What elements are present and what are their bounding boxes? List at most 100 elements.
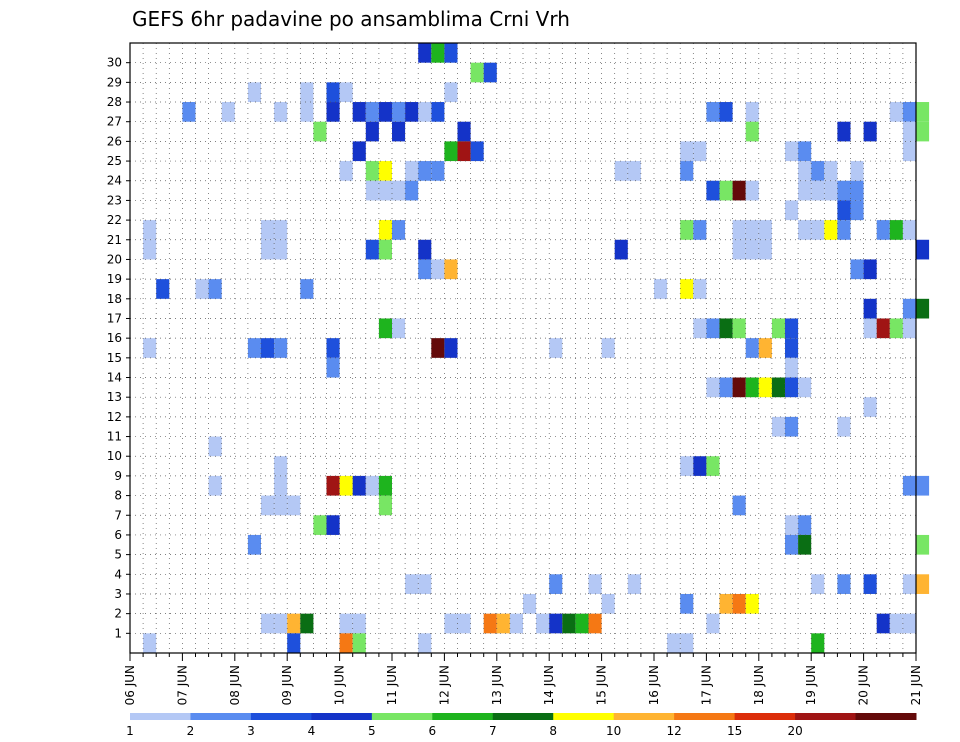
precip-cell [274,239,288,260]
precip-cell [457,121,471,142]
precip-cell [300,82,314,103]
precip-cell [902,298,916,319]
precip-cell [549,574,563,594]
y-tick-label: 28 [107,95,122,109]
precip-cell [837,416,851,437]
x-tick-label: 10 JUN [333,665,347,705]
precip-cell [352,475,366,496]
precip-cell [326,357,340,378]
y-tick-label: 22 [107,213,122,227]
colorbar-label: 7 [489,724,497,738]
precip-cell [365,239,379,260]
precip-cell [798,534,812,555]
precip-cell [418,161,432,181]
precip-cell [719,318,733,339]
precip-cells [143,43,930,653]
colorbar-label: 15 [727,724,742,738]
precip-cell [785,141,799,162]
precip-cell [431,43,445,63]
x-axis-ticks: 06 JUN 07 JUN 08 JUN 09 JUN 10 JUN 11 JUN 12 J… [123,653,923,705]
precip-cell [706,318,720,339]
y-tick-label: 29 [107,75,122,89]
precip-cell [785,318,799,339]
precip-cell [745,180,759,201]
colorbar-segment [190,713,252,720]
precip-cell [732,377,746,398]
precip-cell [771,377,785,398]
precip-cell [261,220,275,240]
precip-cell [811,633,825,653]
precip-cell [850,161,864,181]
precip-cell [706,180,720,201]
precip-cell [418,633,432,653]
precip-cell [902,318,916,339]
precip-cell [523,593,537,614]
colorbar-segment [855,713,917,720]
y-tick-label: 3 [114,587,122,601]
precip-cell [588,613,602,634]
precip-cell [274,613,288,634]
colorbar-label: 5 [368,724,376,738]
precip-cell [405,180,419,201]
precip-cell [719,180,733,201]
precip-cell [876,318,890,339]
precip-cell [785,377,799,398]
precip-cell [745,220,759,240]
colorbar-segment [432,713,494,720]
precip-cell [326,102,340,122]
precip-cell [549,613,563,634]
precip-cell [444,338,458,358]
colorbar-label: 3 [247,724,255,738]
precip-cell [745,338,759,358]
precip-cell [732,593,746,614]
y-tick-label: 17 [107,311,122,325]
colorbar-segment [371,713,433,720]
x-tick-label: 13 JUN [490,665,504,705]
colorbar-label: 2 [187,724,195,738]
x-tick-label: 09 JUN [280,665,294,705]
precip-cell [143,338,157,358]
precip-cell [496,613,510,634]
precip-cell [444,141,458,162]
precip-cell [247,534,261,555]
precip-cell [889,220,903,240]
x-tick-label: 20 JUN [857,665,871,705]
colorbar-segment [553,713,615,720]
precip-cell [824,220,838,240]
precip-cell [719,377,733,398]
precip-cell [614,161,628,181]
precip-cell [575,613,589,634]
precip-cell [706,613,720,634]
x-tick-label: 12 JUN [437,665,451,705]
precip-cell [418,43,432,63]
precip-cell [392,180,406,201]
precip-cell [902,141,916,162]
precip-cell [758,377,772,398]
precip-cell [916,121,930,142]
precip-cell [706,377,720,398]
precip-cell [902,613,916,634]
precip-cell [680,593,694,614]
precip-cell [706,456,720,476]
precip-cell [392,220,406,240]
precip-cell [771,318,785,339]
precip-cell [601,338,615,358]
precip-cell [863,318,877,339]
precip-cell [719,102,733,122]
precip-cell [274,495,288,516]
precip-cell [837,220,851,240]
precip-cell [300,613,314,634]
precip-cell [902,102,916,122]
y-tick-label: 2 [114,607,122,621]
precip-cell [785,515,799,535]
y-tick-label: 5 [114,548,122,562]
precip-cell [811,161,825,181]
precip-cell [313,121,327,142]
y-tick-label: 18 [107,292,122,306]
precip-cell [182,102,196,122]
y-tick-label: 16 [107,331,122,345]
precip-cell [811,220,825,240]
precip-cell [863,298,877,319]
precip-cell [378,220,392,240]
